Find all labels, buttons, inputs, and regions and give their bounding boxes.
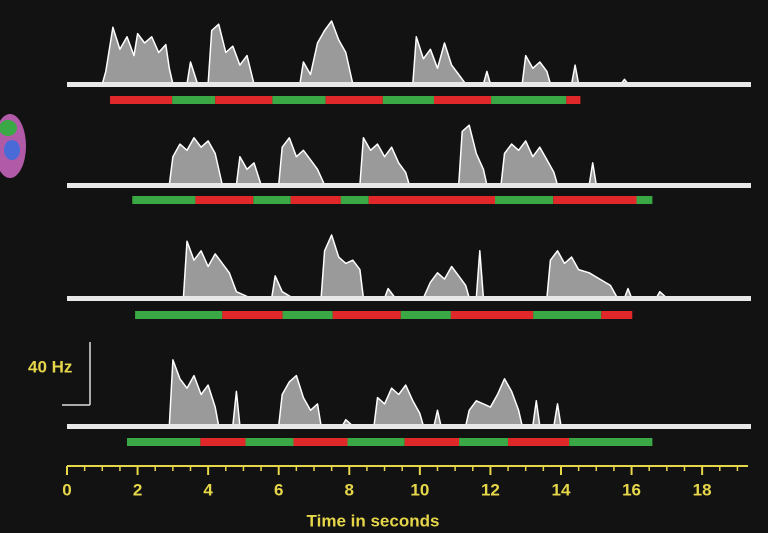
segment	[400, 311, 451, 319]
segment	[508, 438, 570, 446]
segment	[636, 196, 653, 204]
segment	[132, 196, 196, 204]
segment	[293, 438, 348, 446]
segment	[200, 438, 246, 446]
segment	[459, 438, 509, 446]
scale-bar-label: 40 Hz	[28, 357, 72, 376]
baseline-bar	[67, 183, 751, 188]
segment	[253, 196, 291, 204]
segment	[282, 311, 333, 319]
segment	[172, 96, 216, 104]
segment	[272, 96, 326, 104]
segment	[245, 438, 294, 446]
segment	[495, 196, 554, 204]
segment	[340, 196, 369, 204]
segment	[553, 196, 637, 204]
segment	[222, 311, 283, 319]
segment	[215, 96, 273, 104]
segment	[110, 96, 173, 104]
x-tick-label: 16	[622, 480, 641, 499]
x-tick-label: 10	[410, 480, 429, 499]
rate-trace	[101, 20, 629, 85]
segment	[126, 438, 201, 446]
segment	[491, 96, 567, 104]
brain-image	[0, 114, 26, 178]
segment	[195, 196, 254, 204]
segment	[332, 311, 401, 319]
segment	[569, 438, 653, 446]
segment	[347, 438, 405, 446]
segment	[368, 196, 496, 204]
x-tick-label: 8	[345, 480, 354, 499]
x-tick-label: 6	[274, 480, 283, 499]
baseline-bar	[67, 82, 751, 87]
segment	[382, 96, 434, 104]
x-tick-label: 0	[62, 480, 71, 499]
x-axis-title: Time in seconds	[307, 511, 440, 530]
x-tick-label: 18	[693, 480, 712, 499]
brain-region	[4, 140, 20, 160]
x-tick-label: 14	[552, 480, 571, 499]
baseline-bar	[67, 424, 751, 429]
x-tick-label: 4	[203, 480, 213, 499]
segment	[404, 438, 460, 446]
baseline-bar	[67, 296, 751, 301]
segment	[533, 311, 602, 319]
segment	[290, 196, 341, 204]
brain-region	[0, 120, 17, 136]
segment	[325, 96, 383, 104]
x-tick-label: 2	[133, 480, 142, 499]
segment	[450, 311, 534, 319]
x-tick-label: 12	[481, 480, 500, 499]
segment	[135, 311, 223, 319]
segment	[566, 96, 581, 104]
segment	[433, 96, 492, 104]
rate-trace	[182, 234, 668, 299]
segment	[601, 311, 633, 319]
